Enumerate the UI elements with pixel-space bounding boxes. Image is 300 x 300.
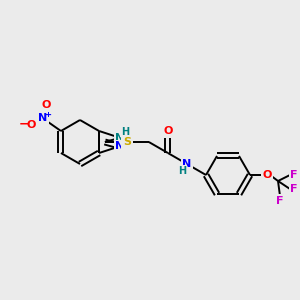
Text: O: O <box>42 100 51 110</box>
Text: N: N <box>182 159 192 169</box>
Text: S: S <box>123 137 131 147</box>
Text: H: H <box>121 127 129 137</box>
Text: O: O <box>262 170 272 180</box>
Text: O: O <box>163 126 172 136</box>
Text: N: N <box>38 113 48 123</box>
Text: N: N <box>116 133 124 143</box>
Text: F: F <box>290 170 298 180</box>
Text: F: F <box>290 184 298 194</box>
Text: H: H <box>178 166 186 176</box>
Text: O: O <box>26 120 35 130</box>
Text: +: + <box>44 110 51 119</box>
Text: F: F <box>276 196 284 206</box>
Text: N: N <box>116 141 124 151</box>
Text: −: − <box>19 118 29 131</box>
